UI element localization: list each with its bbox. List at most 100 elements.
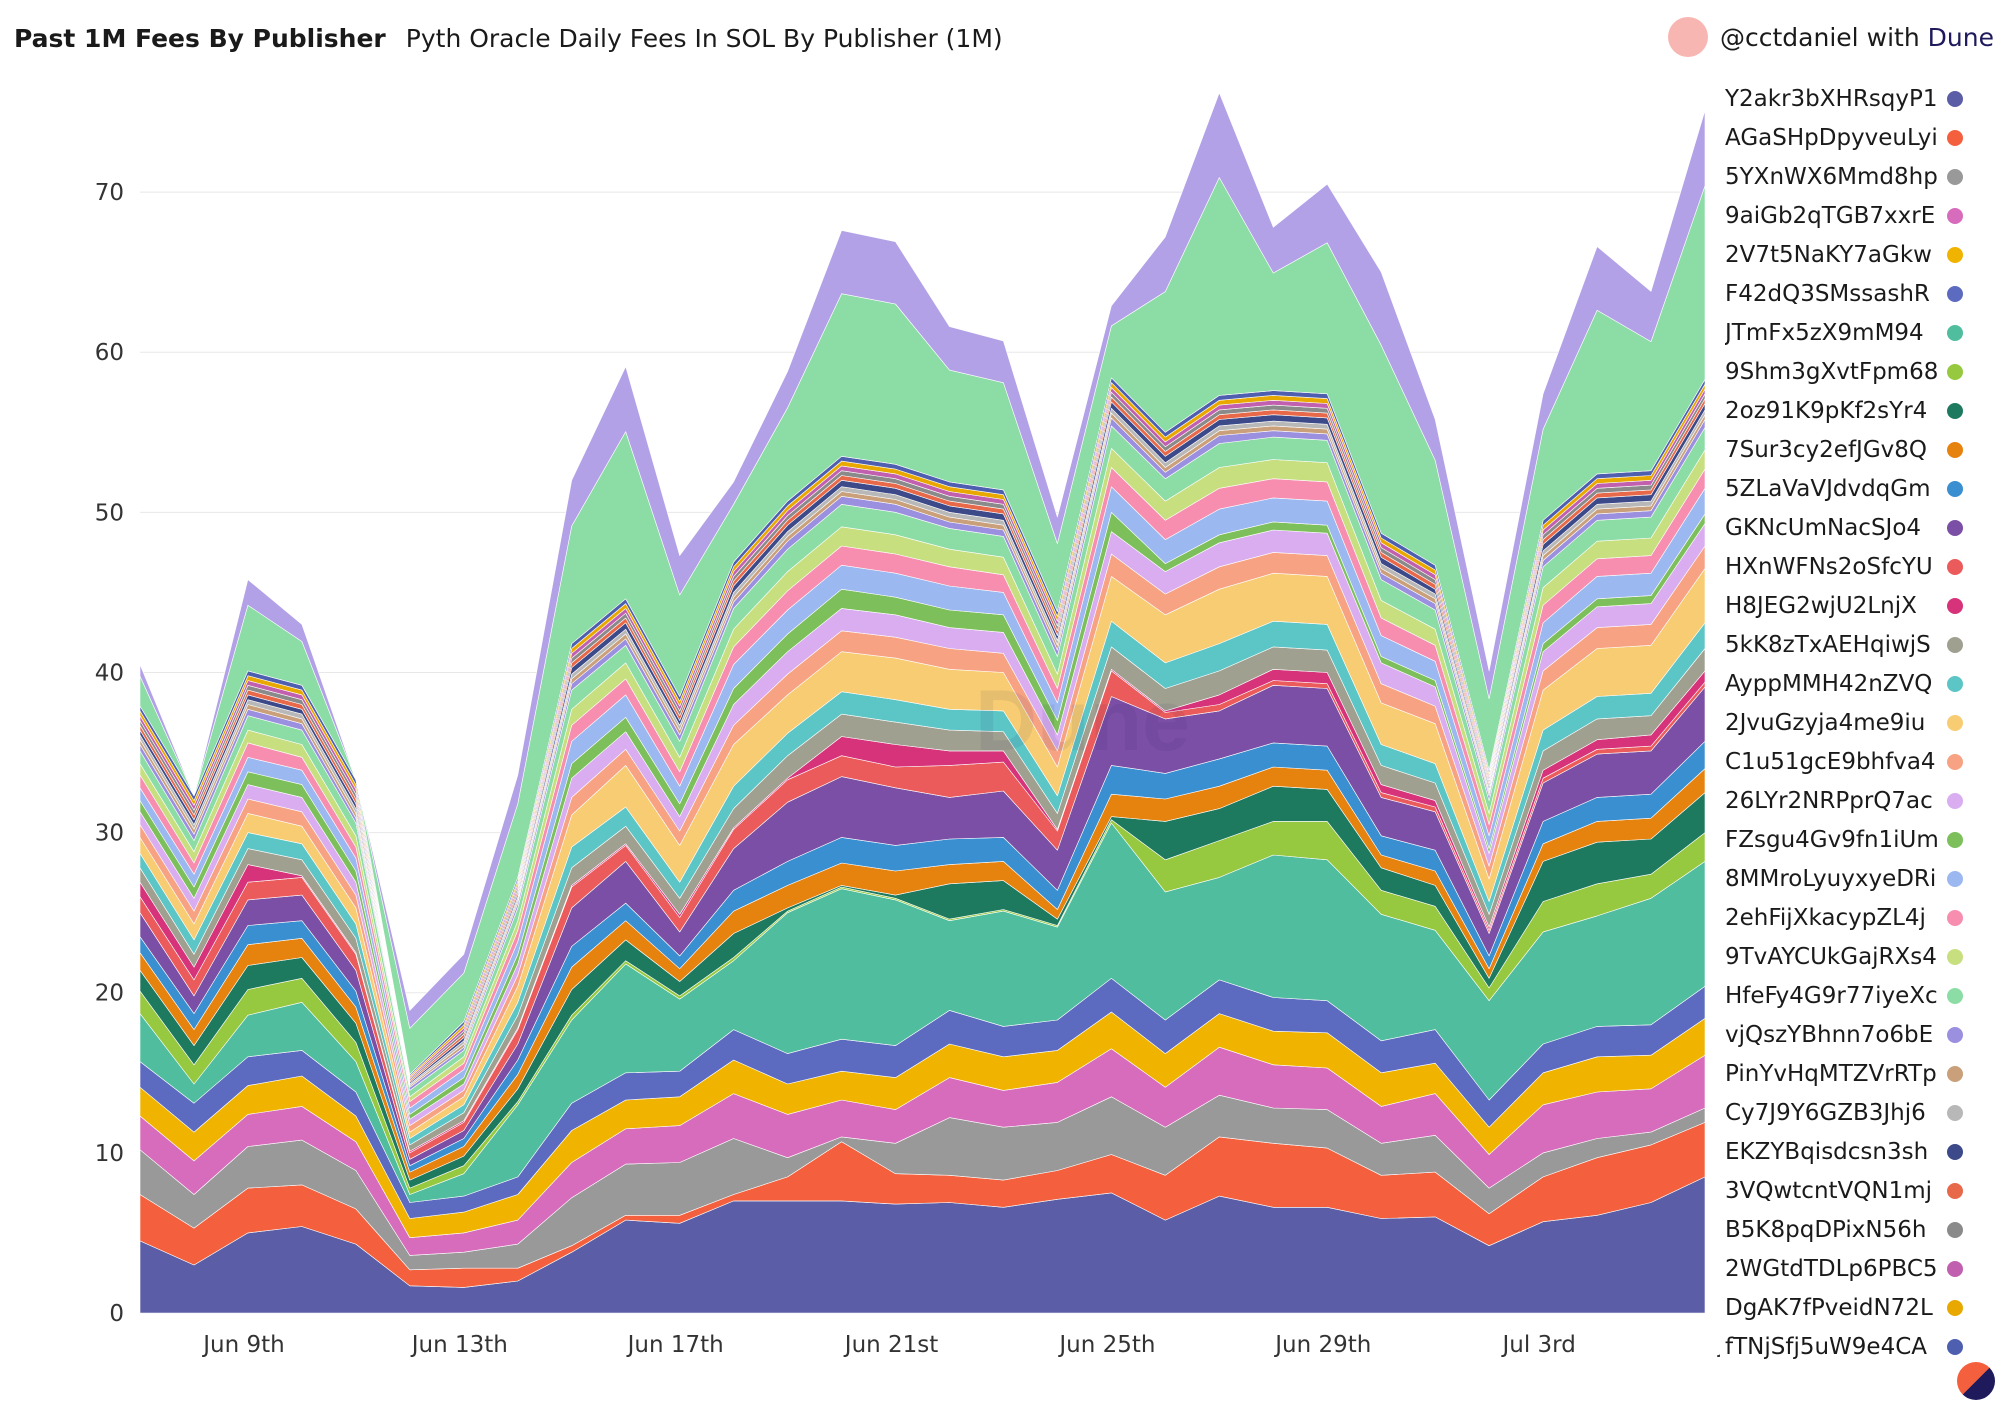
legend-item[interactable]: 7Sur3cy2efJGv8Q (1725, 430, 1965, 469)
legend-swatch (1947, 909, 1963, 926)
dune-watermark: Dune (975, 673, 1190, 769)
legend-item[interactable]: 3VQwtcntVQN1mj (1725, 1171, 1965, 1210)
legend-item[interactable]: FZsgu4Gv9fn1iUm (1725, 820, 1965, 859)
legend-label: DgAK7fPveidN72L (1725, 1294, 1933, 1321)
legend-item[interactable]: PinYvHqMTZVrRTp (1725, 1054, 1965, 1093)
legend-item[interactable]: AGaSHpDpyveuLyi (1725, 118, 1965, 157)
legend-item[interactable]: 2ehFijXkacypZL4j (1725, 898, 1965, 937)
legend-swatch (1947, 870, 1963, 887)
legend-item[interactable]: vjQszYBhnn7o6bE (1725, 1015, 1965, 1054)
legend-swatch (1947, 1221, 1963, 1238)
legend-item[interactable]: Cy7J9Y6GZB3Jhj6 (1725, 1093, 1965, 1132)
legend-label: H8JEG2wjU2LnjX (1725, 592, 1917, 619)
x-tick-label: Jun 17th (626, 1332, 724, 1358)
legend-label: AGaSHpDpyveuLyi (1725, 124, 1938, 151)
chart-header: Past 1M Fees By Publisher Pyth Oracle Da… (14, 16, 1003, 60)
legend-item[interactable]: H8JEG2wjU2LnjX (1725, 586, 1965, 625)
y-tick-label: 70 (95, 180, 124, 206)
legend-swatch (1947, 1065, 1963, 1082)
legend-item[interactable]: AyppMMH42nZVQ (1725, 664, 1965, 703)
legend-item[interactable]: 5kK8zTxAEHqiwjS (1725, 625, 1965, 664)
legend-swatch (1947, 1104, 1963, 1121)
x-axis: Jun 9th Jun 13th Jun 17th Jun 21st Jun 25th J… (201, 1332, 1720, 1358)
dune-link[interactable]: Dune (1927, 22, 1994, 52)
legend-swatch (1947, 285, 1963, 302)
legend-label: HXnWFNs2oSfcYU (1725, 553, 1933, 580)
legend-item[interactable]: 26LYr2NRPprQ7ac (1725, 781, 1965, 820)
legend-swatch (1947, 129, 1963, 146)
legend-label: 2WGtdTDLp6PBC5 (1725, 1255, 1938, 1282)
legend-swatch (1947, 324, 1963, 341)
legend-swatch (1947, 207, 1963, 224)
avatar[interactable] (1668, 17, 1709, 57)
legend-item[interactable]: F42dQ3SMssashR (1725, 274, 1965, 313)
legend-swatch (1947, 831, 1963, 848)
legend-item[interactable]: 9Shm3gXvtFpm68 (1725, 352, 1965, 391)
legend-item[interactable]: fTNjSfj5uW9e4CA (1725, 1327, 1965, 1366)
legend-swatch (1947, 480, 1963, 497)
legend-swatch (1947, 363, 1963, 380)
legend-swatch (1947, 1143, 1963, 1160)
x-tick-label: Jun 25th (1057, 1332, 1155, 1358)
legend-swatch (1947, 675, 1963, 692)
legend-label: 3VQwtcntVQN1mj (1725, 1177, 1933, 1204)
legend-item[interactable]: GKNcUmNacSJo4 (1725, 508, 1965, 547)
chart-title: Past 1M Fees By Publisher (14, 23, 386, 53)
legend-label: FZsgu4Gv9fn1iUm (1725, 826, 1939, 853)
x-tick-label: Jul 3rd (1500, 1332, 1575, 1358)
legend-label: HfeFy4G9r77iyeXc (1725, 982, 1938, 1009)
legend-label: Cy7J9Y6GZB3Jhj6 (1725, 1099, 1926, 1126)
legend-swatch (1947, 753, 1963, 770)
legend-item[interactable]: 5ZLaVaVJdvdqGm (1725, 469, 1965, 508)
legend-item[interactable]: HXnWFNs2oSfcYU (1725, 547, 1965, 586)
legend-label: PinYvHqMTZVrRTp (1725, 1060, 1937, 1087)
legend-label: 9Shm3gXvtFpm68 (1725, 358, 1939, 385)
x-tick-label: Jul 7th (1716, 1332, 1720, 1358)
legend-swatch (1947, 519, 1963, 536)
legend-item[interactable]: 2oz91K9pKf2sYr4 (1725, 391, 1965, 430)
y-tick-label: 40 (95, 660, 124, 686)
legend-swatch (1947, 948, 1963, 965)
legend-item[interactable]: 9aiGb2qTGB7xxrE (1725, 196, 1965, 235)
legend-label: 2V7t5NaKY7aGkw (1725, 241, 1932, 268)
author-link[interactable]: @cctdaniel (1720, 22, 1859, 52)
legend-item[interactable]: EKZYBqisdcsn3sh (1725, 1132, 1965, 1171)
legend-item[interactable]: 2V7t5NaKY7aGkw (1725, 235, 1965, 274)
legend-swatch (1947, 597, 1963, 614)
legend-swatch (1947, 636, 1963, 653)
legend-label: EKZYBqisdcsn3sh (1725, 1138, 1929, 1165)
x-tick-label: Jun 21st (843, 1332, 939, 1358)
legend-label: 5YXnWX6Mmd8hp (1725, 163, 1938, 190)
area-series-other-2[interactable] (139, 92, 1706, 1029)
legend-swatch (1947, 1182, 1963, 1199)
legend-label: 5kK8zTxAEHqiwjS (1725, 631, 1931, 658)
legend-item[interactable]: C1u51gcE9bhfva4 (1725, 742, 1965, 781)
legend-item[interactable]: 2WGtdTDLp6PBC5 (1725, 1249, 1965, 1288)
legend-swatch (1947, 1338, 1963, 1355)
legend-swatch (1947, 1026, 1963, 1043)
x-tick-label: Jun 9th (201, 1332, 284, 1358)
legend-item[interactable]: JTmFx5zX9mM94 (1725, 313, 1965, 352)
legend-item[interactable]: B5K8pqDPixN56h (1725, 1210, 1965, 1249)
legend-label: B5K8pqDPixN56h (1725, 1216, 1927, 1243)
legend-label: 9aiGb2qTGB7xxrE (1725, 202, 1936, 229)
legend-swatch (1947, 168, 1963, 185)
legend-swatch (1947, 558, 1963, 575)
legend-label: 7Sur3cy2efJGv8Q (1725, 436, 1927, 463)
legend-item[interactable]: DgAK7fPveidN72L (1725, 1288, 1965, 1327)
legend-item[interactable]: 5YXnWX6Mmd8hp (1725, 157, 1965, 196)
legend-label: JTmFx5zX9mM94 (1725, 319, 1924, 346)
legend-item[interactable]: HfeFy4G9r77iyeXc (1725, 976, 1965, 1015)
dune-logo-icon[interactable] (1957, 1362, 1995, 1400)
legend-item[interactable]: Y2akr3bXHRsqyP1 (1725, 79, 1965, 118)
legend-swatch (1947, 402, 1963, 419)
chart-subtitle: Pyth Oracle Daily Fees In SOL By Publish… (405, 23, 1003, 53)
legend-swatch (1947, 792, 1963, 809)
legend-swatch (1947, 1260, 1963, 1277)
legend-swatch (1947, 246, 1963, 263)
legend-item[interactable]: 8MMroLyuyxyeDRi (1725, 859, 1965, 898)
x-tick-label: Jun 13th (410, 1332, 508, 1358)
legend-label: C1u51gcE9bhfva4 (1725, 748, 1936, 775)
legend-item[interactable]: 9TvAYCUkGajRXs4 (1725, 937, 1965, 976)
legend-item[interactable]: 2JvuGzyja4me9iu (1725, 703, 1965, 742)
